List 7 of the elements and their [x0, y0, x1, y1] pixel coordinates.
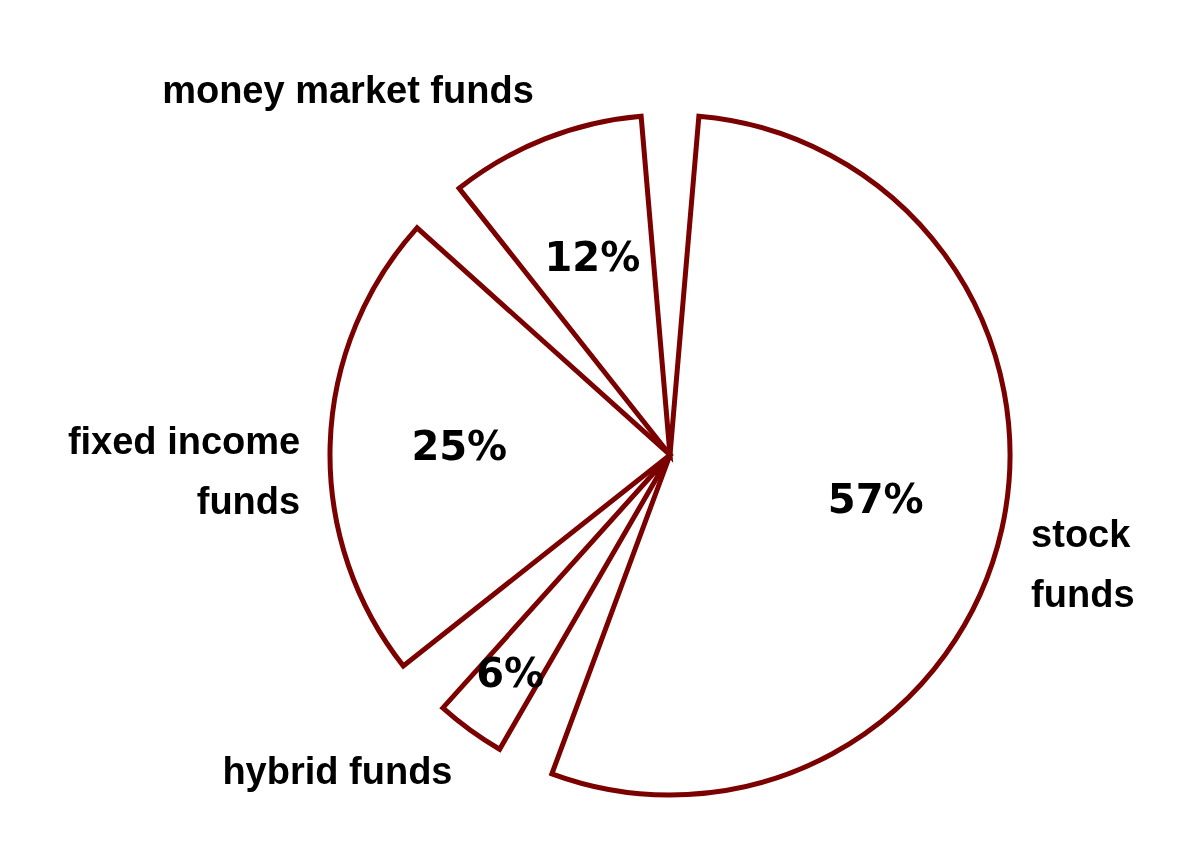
slice-label: hybrid funds: [222, 750, 453, 793]
slice-label: money market funds: [162, 68, 534, 111]
slice-label: stock funds: [1031, 512, 1135, 615]
data-label: 25%: [411, 423, 508, 470]
data-label: 57%: [827, 475, 924, 522]
data-label: 12%: [544, 234, 641, 280]
slice-label: fixed income funds: [67, 420, 301, 523]
